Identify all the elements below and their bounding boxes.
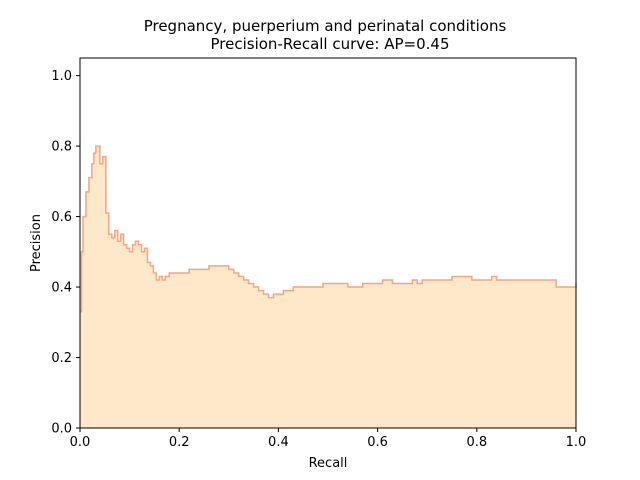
x-tick-label: 0.8: [466, 435, 487, 450]
chart-title: Pregnancy, puerperium and perinatal cond…: [144, 17, 507, 35]
y-tick-label: 1.0: [51, 69, 72, 84]
pr-curve-line: [80, 145, 577, 313]
y-tick-label: 0.8: [51, 140, 72, 155]
pr-area-fill: [80, 146, 576, 428]
y-axis-ticks: 0.0 0.2 0.4 0.6 0.8 1.0: [51, 69, 80, 437]
y-tick-label: 0.0: [51, 422, 72, 437]
x-axis-ticks: 0.0 0.2 0.4 0.6 0.8 1.0: [70, 428, 587, 450]
chart-subtitle: Precision-Recall curve: AP=0.45: [211, 35, 450, 53]
axes-frame: [79, 57, 577, 429]
x-axis-label: Recall: [309, 456, 348, 471]
x-tick-label: 1.0: [566, 435, 587, 450]
y-tick-label: 0.2: [51, 351, 72, 366]
x-tick-label: 0.2: [169, 435, 190, 450]
x-tick-label: 0.0: [70, 435, 91, 450]
x-tick-label: 0.6: [367, 435, 388, 450]
plot-area: [80, 145, 577, 428]
x-tick-label: 0.4: [268, 435, 289, 450]
y-tick-label: 0.4: [51, 281, 72, 296]
y-tick-label: 0.6: [51, 210, 72, 225]
y-axis-label: Precision: [29, 214, 44, 272]
